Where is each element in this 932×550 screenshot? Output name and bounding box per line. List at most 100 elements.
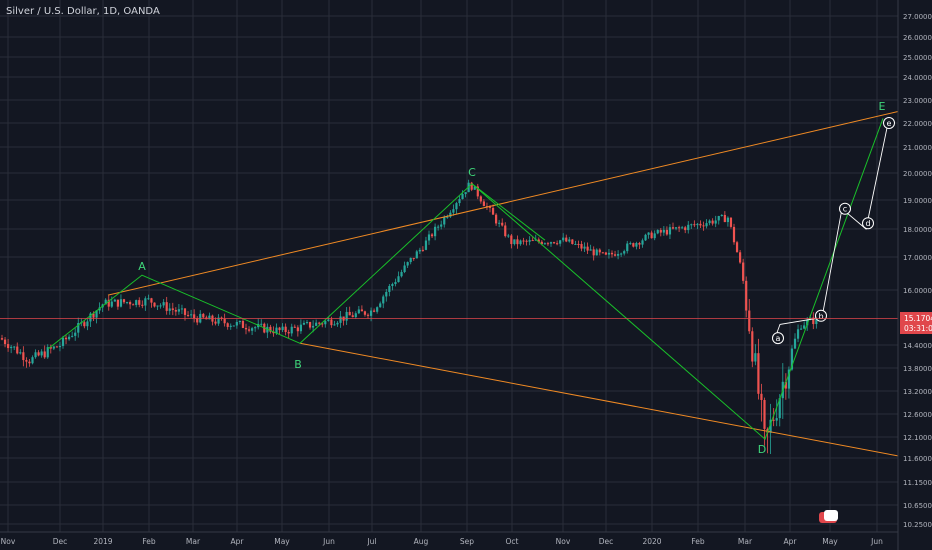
candle bbox=[177, 303, 180, 315]
candle bbox=[501, 218, 504, 227]
candle bbox=[693, 220, 696, 228]
news-badge[interactable] bbox=[819, 510, 838, 523]
candle bbox=[229, 323, 232, 330]
candle bbox=[748, 299, 751, 334]
projection-label-c: c bbox=[839, 202, 851, 215]
channel-upper-line bbox=[107, 111, 899, 296]
candle bbox=[571, 239, 574, 245]
candle bbox=[77, 317, 80, 338]
candle bbox=[589, 244, 592, 251]
candle bbox=[549, 241, 553, 247]
projection-label-d: d bbox=[862, 217, 874, 230]
candle bbox=[665, 226, 668, 236]
x-tick-label: Nov bbox=[556, 537, 571, 546]
candle bbox=[190, 309, 193, 318]
candle bbox=[251, 326, 254, 335]
candle bbox=[107, 295, 110, 311]
candle bbox=[406, 261, 409, 269]
candle bbox=[162, 299, 165, 308]
candle bbox=[574, 240, 577, 245]
candle bbox=[19, 349, 22, 355]
candle bbox=[174, 307, 177, 316]
x-tick-label: Nov bbox=[1, 537, 16, 546]
candle bbox=[735, 240, 739, 253]
y-tick-label: 24.00000 bbox=[903, 74, 932, 82]
candle bbox=[702, 221, 705, 231]
svg-text:d: d bbox=[865, 219, 870, 228]
x-tick-label: Aug bbox=[414, 537, 429, 546]
candle bbox=[34, 349, 37, 359]
countdown-label: 03:31:09 bbox=[904, 324, 932, 333]
candle bbox=[491, 204, 495, 215]
candle bbox=[290, 323, 293, 337]
candle bbox=[43, 345, 46, 359]
candle bbox=[308, 321, 312, 330]
y-tick-label: 27.00000 bbox=[903, 13, 932, 21]
candle bbox=[156, 305, 159, 310]
candle bbox=[620, 252, 623, 257]
candle bbox=[763, 397, 766, 446]
candle bbox=[171, 302, 174, 316]
candle bbox=[232, 325, 235, 327]
candle bbox=[568, 236, 571, 243]
candle bbox=[723, 211, 726, 223]
candle bbox=[217, 314, 220, 326]
x-tick-label: Mar bbox=[738, 537, 753, 546]
y-tick-label: 16.00000 bbox=[903, 287, 932, 295]
candle bbox=[312, 320, 315, 333]
candle bbox=[592, 246, 595, 261]
current-price-label: 15.17042 bbox=[904, 314, 932, 323]
candle bbox=[473, 186, 476, 190]
candle bbox=[153, 302, 156, 308]
candle bbox=[186, 311, 190, 318]
projection-label-b: b bbox=[815, 309, 827, 322]
candle bbox=[116, 299, 119, 310]
candle bbox=[315, 319, 318, 327]
candle bbox=[449, 210, 452, 218]
candle bbox=[86, 319, 89, 331]
candle bbox=[68, 334, 71, 341]
candle bbox=[269, 324, 272, 334]
candle bbox=[671, 222, 675, 230]
candle bbox=[244, 323, 248, 335]
x-tick-label: May bbox=[274, 537, 290, 546]
candle bbox=[437, 224, 440, 231]
candle bbox=[226, 322, 229, 330]
candle bbox=[278, 326, 281, 335]
candle bbox=[165, 296, 168, 315]
candle bbox=[681, 225, 684, 229]
candle bbox=[556, 240, 559, 246]
wave-path bbox=[47, 118, 884, 440]
candle bbox=[400, 269, 403, 278]
candle bbox=[586, 242, 589, 255]
y-tick-label: 23.00000 bbox=[903, 97, 932, 105]
candle bbox=[284, 323, 287, 336]
candle bbox=[678, 225, 681, 233]
candle bbox=[193, 309, 196, 323]
candle bbox=[345, 307, 348, 325]
wave-lines: A B C D E bbox=[47, 100, 886, 456]
candle bbox=[769, 403, 772, 455]
candle bbox=[147, 294, 150, 300]
candle bbox=[369, 307, 373, 322]
candle bbox=[562, 233, 565, 243]
candle bbox=[531, 237, 534, 242]
candle bbox=[71, 331, 74, 338]
x-tick-label: Feb bbox=[691, 537, 705, 546]
candle bbox=[739, 249, 742, 264]
candle bbox=[647, 232, 650, 239]
candle bbox=[610, 250, 614, 258]
candle bbox=[476, 183, 479, 200]
candle bbox=[638, 241, 641, 250]
candle bbox=[373, 308, 376, 313]
y-tick-label: 26.00000 bbox=[903, 34, 932, 42]
x-tick-label: 2019 bbox=[93, 537, 112, 546]
candle bbox=[552, 241, 556, 244]
projection-path bbox=[774, 122, 889, 339]
candle bbox=[653, 230, 656, 241]
candle bbox=[0, 334, 4, 341]
candle bbox=[601, 251, 604, 254]
